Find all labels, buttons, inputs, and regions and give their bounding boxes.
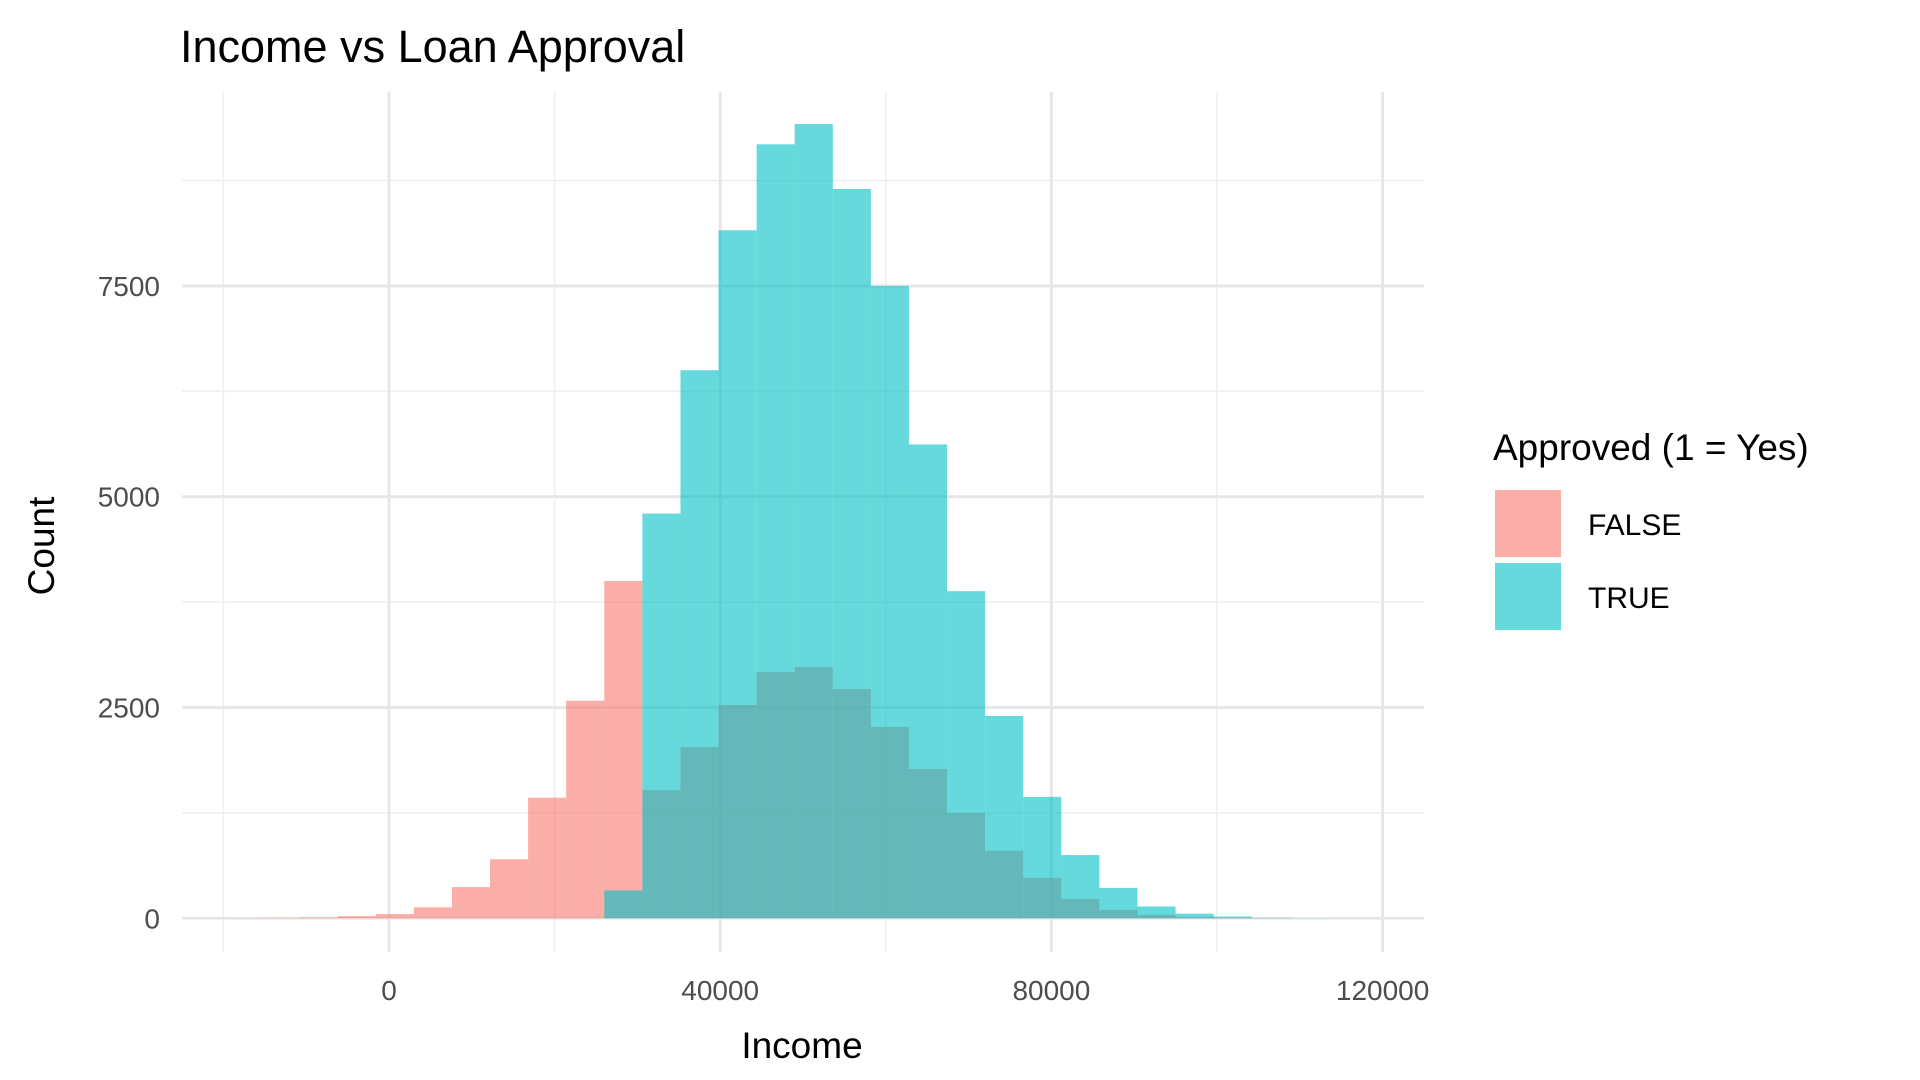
histogram-bar <box>528 797 567 919</box>
histogram-bar <box>870 285 909 919</box>
x-tick-label: 120000 <box>1336 975 1429 1006</box>
histogram-bar <box>642 513 681 919</box>
legend: Approved (1 = Yes) FALSE TRUE <box>1493 427 1809 630</box>
histogram-bar <box>1099 887 1138 919</box>
y-axis-title: Count <box>21 496 62 595</box>
legend-label-true: TRUE <box>1588 582 1670 615</box>
histogram-bar <box>604 581 643 919</box>
y-tick-label: 5000 <box>98 482 160 513</box>
y-axis-ticks: 0 2500 5000 7500 <box>98 271 160 934</box>
legend-key-false <box>1495 490 1561 557</box>
histogram-bar <box>337 916 376 919</box>
series-true <box>604 124 1328 919</box>
x-axis-title: Income <box>741 1025 862 1066</box>
y-tick-label: 7500 <box>98 271 160 302</box>
histogram-bar <box>756 144 795 919</box>
y-tick-label: 2500 <box>98 692 160 723</box>
x-axis-ticks: 0 40000 80000 120000 <box>381 975 1429 1006</box>
histogram-bar <box>604 890 643 919</box>
histogram-bar <box>985 715 1024 919</box>
legend-key-true <box>1495 563 1561 630</box>
legend-title: Approved (1 = Yes) <box>1493 427 1809 468</box>
histogram-bar <box>490 859 529 919</box>
histogram-bar <box>413 907 452 919</box>
histogram-bar <box>718 230 757 919</box>
histogram-bar <box>947 591 986 919</box>
histogram-bar <box>1023 796 1062 919</box>
histogram-bar <box>680 370 719 919</box>
y-tick-label: 0 <box>144 903 160 934</box>
histogram-bar <box>299 917 338 919</box>
x-tick-label: 80000 <box>1012 975 1090 1006</box>
histogram-bar <box>908 444 948 919</box>
histogram-bar <box>1175 913 1214 919</box>
histogram-bar <box>794 124 833 919</box>
histogram-bar <box>566 700 605 919</box>
histogram-bar <box>1213 916 1252 919</box>
histogram-bar <box>832 188 871 919</box>
histogram-bar <box>375 914 414 919</box>
legend-label-false: FALSE <box>1588 509 1681 542</box>
histogram-bar <box>1061 855 1100 919</box>
bars <box>223 124 1328 919</box>
x-tick-label: 40000 <box>681 975 759 1006</box>
x-tick-label: 0 <box>381 975 397 1006</box>
histogram-bar <box>1137 906 1176 919</box>
chart-title: Income vs Loan Approval <box>180 21 685 72</box>
histogram-bar <box>451 887 491 919</box>
